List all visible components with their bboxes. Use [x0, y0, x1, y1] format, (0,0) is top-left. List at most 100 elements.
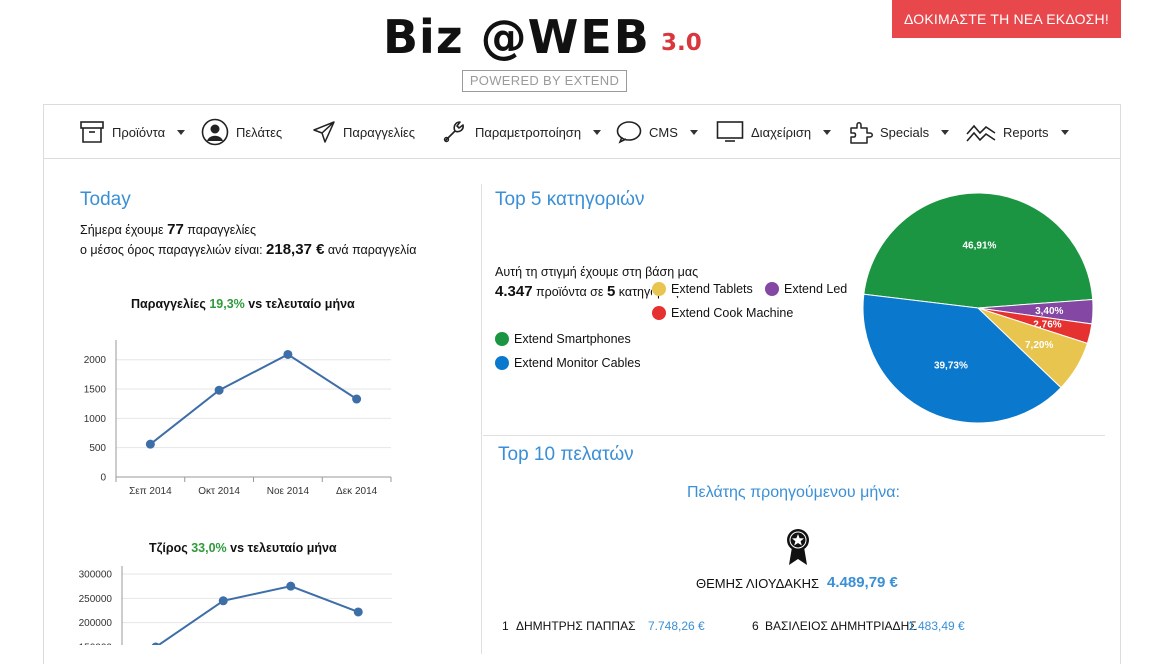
puzzle-icon	[850, 122, 873, 144]
revenue-chart-title-post: vs τελευταίο μήνα	[230, 541, 337, 555]
data-point	[286, 581, 296, 591]
top-categories-title: Top 5 κατηγοριών	[495, 189, 645, 210]
today-line1-pre: Σήμερα έχουμε	[80, 223, 164, 237]
nav-label-cms: CMS	[649, 124, 678, 140]
revenue-chart-title-pct: 33,0%	[191, 541, 227, 555]
y-tick-label: 1000	[84, 414, 107, 425]
x-tick-label: Δεκ 2014	[336, 486, 378, 497]
legend-item-smartphones[interactable]: Extend Smartphones	[495, 332, 631, 346]
pie-slice	[863, 192, 1094, 309]
paper-plane-icon	[313, 121, 335, 143]
legend-item-tablets[interactable]: Extend Tablets	[652, 282, 757, 296]
monitor-icon	[716, 121, 744, 142]
prev-month-heading: Πελάτης προηγούμενου μήνα:	[687, 484, 900, 501]
series-line	[149, 353, 358, 445]
legend-label: Extend Led	[784, 282, 848, 296]
orders-chart-title: Παραγγελίες 19,3% vs τελευταίο μήνα	[131, 297, 355, 311]
nav-item-settings[interactable]: Παραμετροποίηση	[442, 105, 602, 159]
data-point	[145, 439, 155, 449]
chevron-down-icon	[689, 129, 698, 135]
column-divider	[481, 184, 482, 654]
nav-item-products[interactable]: Προϊόντα	[79, 105, 186, 159]
nav-item-cms[interactable]: CMS	[616, 105, 698, 159]
orders-chart-title-pct: 19,3%	[209, 297, 245, 311]
main-panel	[43, 104, 1121, 664]
orders-chart-title-post: vs τελευταίο μήνα	[248, 297, 355, 311]
today-line1-post: παραγγελίες	[187, 223, 256, 237]
award-ribbon-icon	[787, 529, 809, 565]
legend-dot	[495, 332, 509, 346]
legend-item-monitor-cables[interactable]: Extend Monitor Cables	[495, 356, 640, 370]
data-point	[352, 394, 362, 404]
nav-label-settings: Παραμετροποίηση	[475, 124, 582, 140]
speech-bubble-icon	[616, 121, 642, 144]
y-tick-label: 500	[89, 443, 106, 454]
y-tick-label: 150000	[79, 643, 113, 646]
data-point	[151, 642, 160, 645]
customer-row-rank: 1	[502, 619, 509, 633]
today-line2-post: ανά παραγγελία	[327, 243, 417, 257]
nav-label-specials: Specials	[880, 124, 930, 140]
pie-slice-label: 3,40%	[1035, 306, 1063, 317]
user-icon	[201, 118, 229, 146]
legend-dot	[652, 306, 666, 320]
nav-item-customers[interactable]: Πελάτες	[201, 105, 282, 159]
legend-dot	[495, 356, 509, 370]
today-orders-count: 77	[167, 221, 184, 238]
box-icon	[80, 121, 104, 143]
data-point	[283, 349, 293, 359]
winner-value: 4.489,79 €	[827, 574, 898, 591]
legend-item-cook-machine[interactable]: Extend Cook Machine	[652, 306, 793, 320]
chevron-down-icon	[1060, 129, 1069, 135]
today-line2-pre: ο μέσος όρος παραγγελιών είναι:	[80, 243, 263, 257]
data-point	[218, 596, 228, 606]
customer-row-name[interactable]: ΒΑΣΙΛΕΙΟΣ ΔΗΜΗΤΡΙΑΔΗΣ	[765, 619, 917, 633]
nav-label-products: Προϊόντα	[112, 124, 166, 140]
y-tick-label: 2000	[84, 355, 107, 366]
y-tick-label: 1500	[84, 385, 107, 396]
x-tick-label: Σεπ 2014	[129, 486, 172, 497]
today-orders-line: Σήμερα έχουμε 77 παραγγελίες	[80, 221, 256, 238]
logo-version: 3.0	[661, 30, 702, 56]
legend-item-led[interactable]: Extend Led	[765, 282, 847, 296]
try-new-version-button[interactable]: ΔΟΚΙΜΑΣΤΕ ΤΗ ΝΕΑ ΕΚΔΟΣΗ!	[892, 0, 1121, 38]
legend-dot	[652, 282, 666, 296]
pie-slice-label: 2,76%	[1033, 319, 1061, 330]
legend-label: Extend Smartphones	[514, 332, 631, 346]
section-divider	[483, 435, 1105, 436]
y-tick-label: 250000	[79, 594, 113, 605]
orders-chart-title-pre: Παραγγελίες	[131, 297, 206, 311]
customer-row-rank: 6	[752, 619, 759, 633]
customer-row-value: 1.483,49 €	[908, 619, 965, 633]
categories-line2-mid: προϊόντα σε	[536, 285, 604, 299]
data-point	[353, 607, 363, 617]
powered-by-badge: POWERED BY EXTEND	[462, 70, 627, 92]
revenue-line-chart: 150000 200000 250000 300000	[79, 566, 392, 646]
nav-item-reports[interactable]: Reports	[966, 105, 1069, 159]
series-line	[156, 585, 359, 645]
top-customers-title: Top 10 πελατών	[498, 444, 634, 465]
categories-count: 5	[606, 283, 616, 300]
nav-label-reports: Reports	[1003, 124, 1049, 140]
trend-icon	[966, 124, 996, 142]
nav-item-admin[interactable]: Διαχείριση	[716, 105, 832, 159]
customer-row-name[interactable]: ΔΗΜΗΤΡΗΣ ΠΑΠΠΑΣ	[516, 619, 636, 633]
nav-item-orders[interactable]: Παραγγελίες	[312, 105, 415, 159]
revenue-chart-title: Τζίρος 33,0% vs τελευταίο μήνα	[149, 541, 337, 555]
y-tick-label: 0	[100, 473, 106, 484]
orders-line-chart: 0 500 1000 1500 2000 Σεπ 2014 Οκτ 2014 Νοε 2014…	[84, 340, 392, 497]
chevron-down-icon	[823, 129, 832, 135]
today-average-line: ο μέσος όρος παραγγελιών είναι: 218,37 €…	[80, 241, 416, 258]
main-nav: Προϊόντα Πελάτες Παραγγελίες Παραμετροπο…	[44, 105, 1120, 159]
pie-slice-label: 39,73%	[934, 361, 968, 372]
data-point	[214, 385, 224, 395]
pie-slice-label: 7,20%	[1025, 340, 1053, 351]
wrench-icon	[443, 121, 464, 143]
nav-item-specials[interactable]: Specials	[849, 105, 950, 159]
chevron-down-icon	[593, 129, 602, 135]
legend-label: Extend Monitor Cables	[514, 356, 641, 370]
x-tick-label: Νοε 2014	[267, 486, 310, 497]
y-tick-label: 300000	[79, 570, 113, 581]
logo-web: WEB	[527, 10, 651, 64]
chevron-down-icon	[177, 129, 186, 135]
